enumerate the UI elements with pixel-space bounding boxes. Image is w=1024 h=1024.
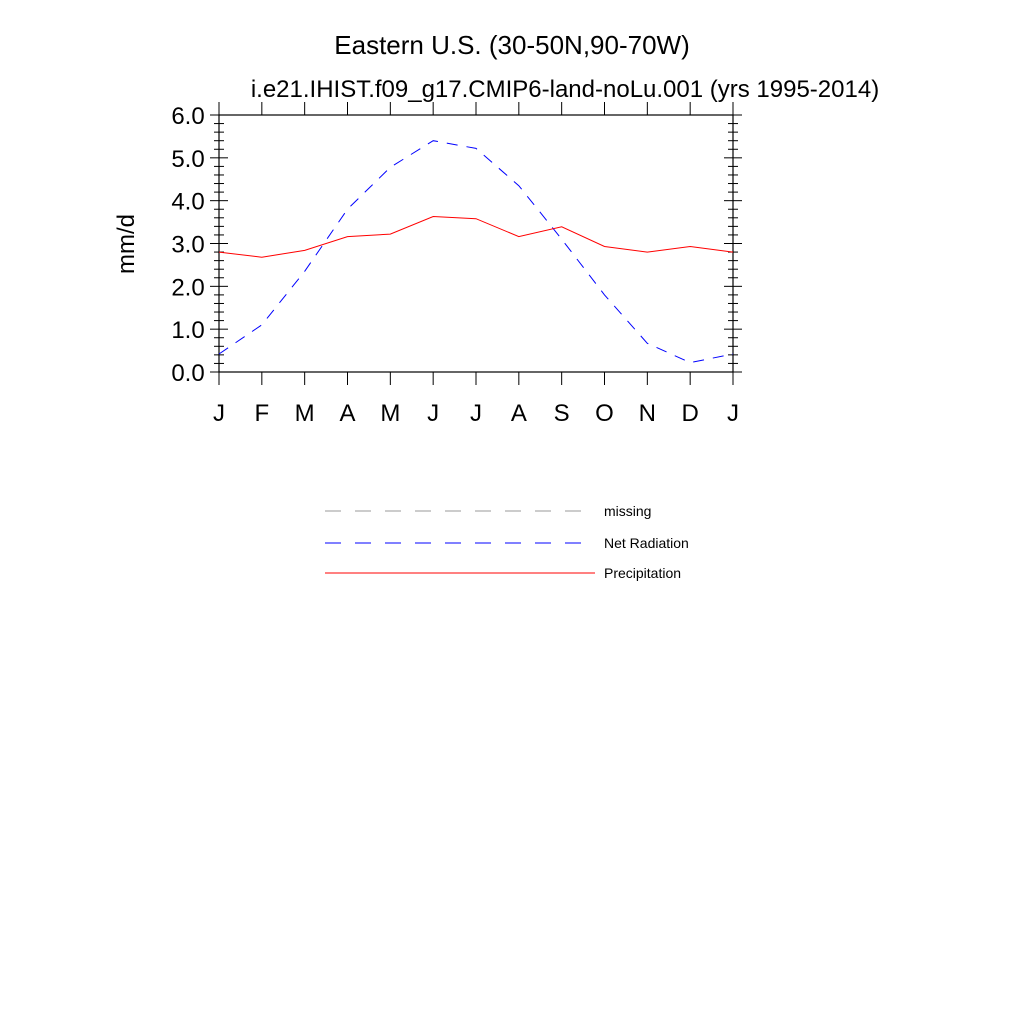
- y-tick-label: 4.0: [171, 189, 204, 216]
- legend-label-net-radiation: Net Radiation: [604, 535, 689, 551]
- plot-area: 0.01.02.03.04.05.06.0J F M A M J J A S O N D J: [171, 102, 742, 427]
- y-tick-label: 2.0: [171, 274, 204, 301]
- series-line-net-radiation: [218, 140, 734, 364]
- x-tick-label: J: [427, 400, 439, 427]
- y-tick-label: 5.0: [171, 146, 204, 173]
- plot-frame: [218, 114, 734, 373]
- chart-subtitle: i.e21.IHIST.f09_g17.CMIP6-land-noLu.001 …: [251, 76, 879, 103]
- legend-label-missing: missing: [604, 503, 651, 519]
- y-tick-label: 0.0: [171, 360, 204, 387]
- x-tick-label: F: [254, 400, 269, 427]
- y-axis-label: mm/d: [113, 214, 140, 274]
- x-tick-label: M: [380, 400, 400, 427]
- x-tick-label: J: [213, 400, 225, 427]
- legend-label-precipitation: Precipitation: [604, 565, 681, 581]
- y-tick-label: 1.0: [171, 317, 204, 344]
- series-line-precipitation: [218, 215, 734, 258]
- x-tick-label: S: [554, 400, 570, 427]
- chart-title: Eastern U.S. (30-50N,90-70W): [334, 30, 689, 60]
- x-tick-label: A: [339, 400, 355, 427]
- x-tick-label: N: [639, 400, 656, 427]
- x-tick-label: A: [511, 400, 527, 427]
- legend: missing Net Radiation Precipitation: [325, 503, 689, 581]
- x-tick-label: M: [295, 400, 315, 427]
- x-tick-label: J: [727, 400, 739, 427]
- x-tick-label: D: [681, 400, 698, 427]
- y-tick-label: 6.0: [171, 103, 204, 130]
- x-tick-label: O: [595, 400, 614, 427]
- x-tick-label: J: [470, 400, 482, 427]
- y-tick-label: 3.0: [171, 232, 204, 259]
